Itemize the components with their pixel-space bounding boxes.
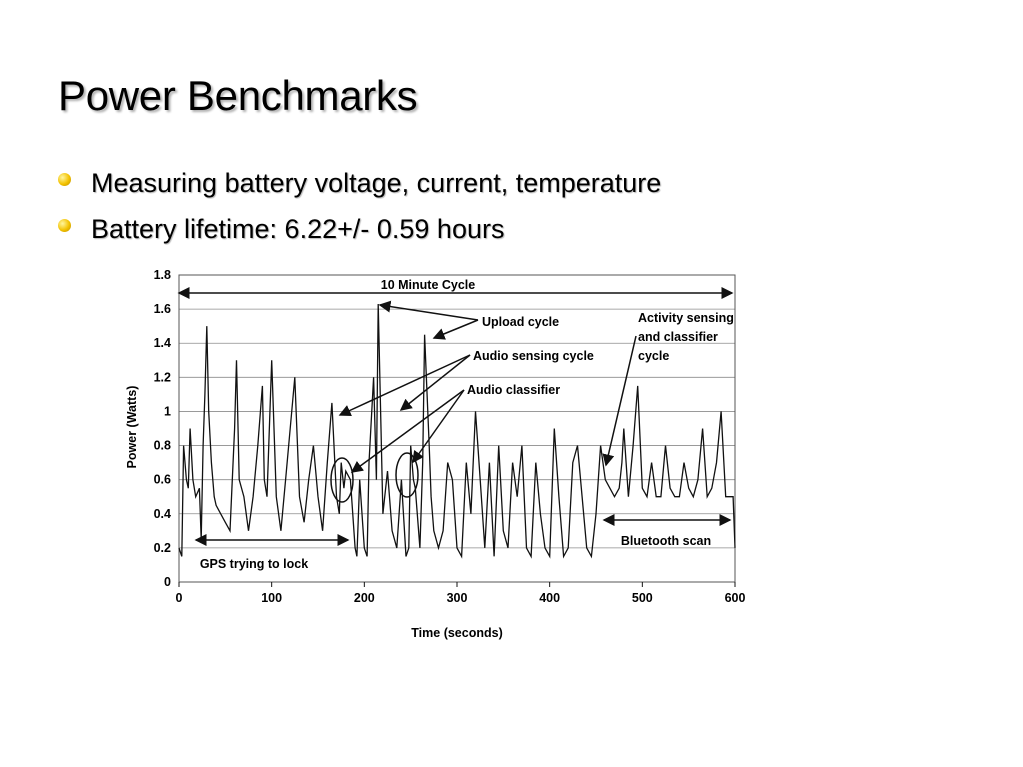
annotation-upload-cycle: Upload cycle xyxy=(482,315,559,329)
x-tick-label: 200 xyxy=(354,591,375,605)
slide-title: Power Benchmarks xyxy=(58,72,418,119)
annotation-audio-sensing-cycle: Audio sensing cycle xyxy=(473,349,594,363)
bullet-item: Battery lifetime: 6.22+/- 0.59 hours xyxy=(58,206,661,252)
bullet-dot-icon xyxy=(58,173,71,186)
chart-ticks: 0 0.2 0.4 0.6 0.8 1 1.2 1.4 1.6 1.8 0 100 200 300 400 5… xyxy=(154,268,746,605)
bullet-text: Measuring battery voltage, current, temp… xyxy=(91,168,662,198)
annotation-activity-sensing-line2: and classifier xyxy=(638,330,718,344)
bullet-dot-icon xyxy=(58,219,71,232)
x-tick-label: 400 xyxy=(539,591,560,605)
y-tick-label: 1.4 xyxy=(154,336,171,350)
y-axis-label: Power (Watts) xyxy=(125,386,139,469)
y-tick-label: 1.8 xyxy=(154,268,171,282)
audio-classifier-highlight-2 xyxy=(395,452,419,498)
audio-sensing-pointer-2 xyxy=(399,354,471,411)
x-tick-label: 500 xyxy=(632,591,653,605)
y-tick-label: 0.4 xyxy=(154,507,171,521)
bullet-text: Battery lifetime: 6.22+/- 0.59 hours xyxy=(91,214,505,244)
bullet-list: Measuring battery voltage, current, temp… xyxy=(58,160,661,252)
annotation-audio-classifier: Audio classifier xyxy=(467,383,560,397)
y-tick-label: 1.2 xyxy=(154,370,171,384)
annotation-10-minute-cycle: 10 Minute Cycle xyxy=(381,278,476,292)
annotation-bluetooth-scan: Bluetooth scan xyxy=(621,534,711,548)
x-tick-label: 600 xyxy=(725,591,746,605)
y-tick-label: 0.2 xyxy=(154,541,171,555)
annotation-arrows xyxy=(177,287,734,546)
y-tick-label: 0 xyxy=(164,575,171,589)
y-tick-label: 1.6 xyxy=(154,302,171,316)
y-tick-label: 0.6 xyxy=(154,473,171,487)
bullet-item: Measuring battery voltage, current, temp… xyxy=(58,160,661,206)
y-tick-label: 0.8 xyxy=(154,439,171,453)
annotation-gps-trying-to-lock: GPS trying to lock xyxy=(200,557,308,571)
x-axis-label: Time (seconds) xyxy=(411,626,502,640)
audio-classifier-pointer-2 xyxy=(412,389,465,464)
upload-pointer-2 xyxy=(432,319,479,340)
audio-classifier-highlight-1 xyxy=(330,457,354,503)
x-tick-label: 0 xyxy=(176,591,183,605)
annotation-activity-sensing-line1: Activity sensing xyxy=(638,311,734,325)
power-chart: 0 0.2 0.4 0.6 0.8 1 1.2 1.4 1.6 1.8 0 100 200 300 400 5… xyxy=(125,268,746,640)
x-tick-label: 300 xyxy=(447,591,468,605)
annotation-activity-sensing-line3: cycle xyxy=(638,349,669,363)
y-tick-label: 1 xyxy=(164,404,171,418)
activity-pointer xyxy=(602,335,637,467)
audio-sensing-pointer-1 xyxy=(338,354,471,417)
x-tick-label: 100 xyxy=(261,591,282,605)
upload-pointer-1 xyxy=(378,300,479,321)
audio-classifier-pointer-1 xyxy=(350,389,465,473)
